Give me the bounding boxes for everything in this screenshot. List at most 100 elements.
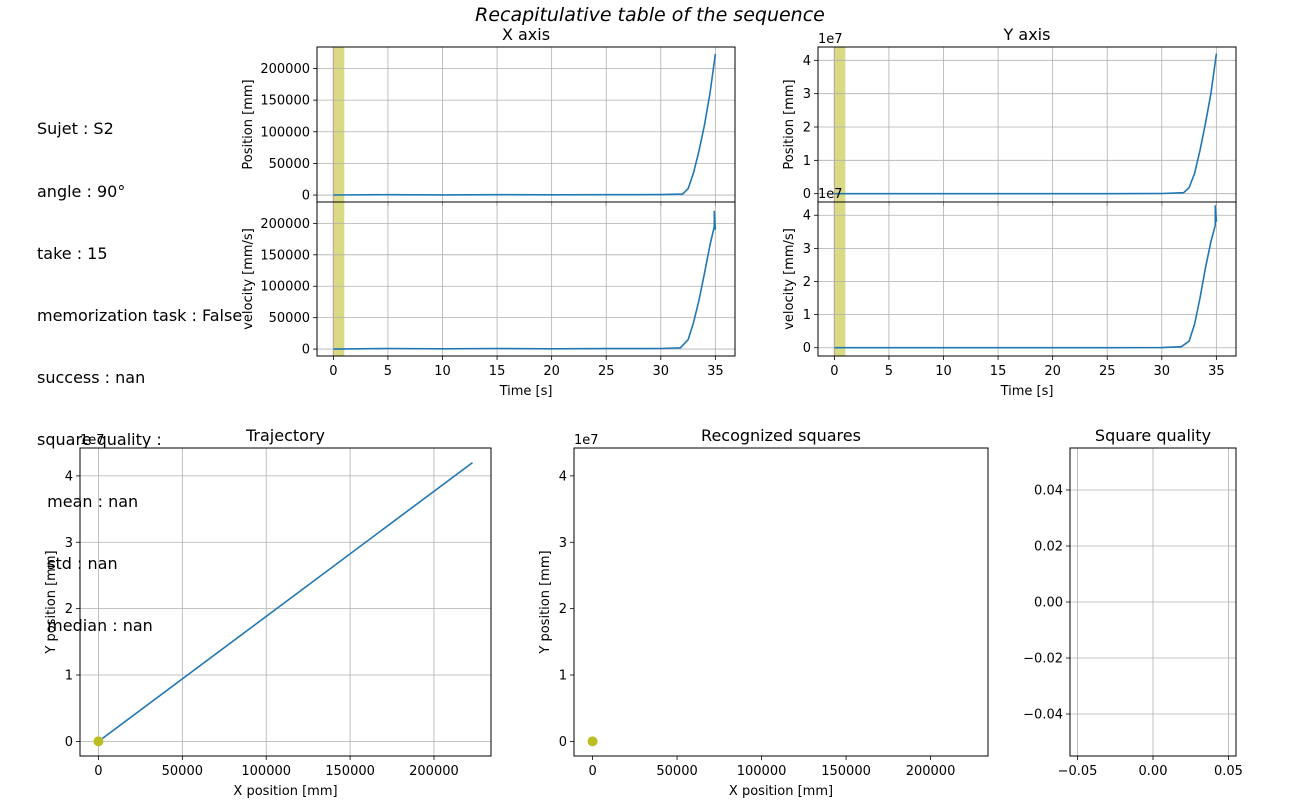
- y-tick-label: 200000: [260, 217, 310, 232]
- x-tick-label: −0.05: [1058, 764, 1098, 779]
- axes-frame: [316, 201, 736, 357]
- x-tick-label: 35: [707, 364, 724, 379]
- x-tick-label: 200000: [906, 764, 956, 779]
- y-tick-label: 1: [803, 154, 811, 169]
- x-axis-label: X position [mm]: [233, 784, 337, 799]
- x-tick-label: 10: [935, 364, 952, 379]
- x-tick-label: 0: [830, 364, 838, 379]
- x-tick-label: 15: [990, 364, 1007, 379]
- info-line: memorization task : False: [37, 305, 243, 325]
- y-tick-label: 3: [803, 87, 811, 102]
- y-tick-label: 2: [559, 602, 567, 617]
- info-line: median : nan: [37, 616, 153, 636]
- y-tick-label: 1: [559, 669, 567, 684]
- y-tick-label: 50000: [269, 311, 310, 326]
- y-tick-label: 0.02: [1034, 540, 1063, 555]
- x-tick-label: 150000: [325, 764, 375, 779]
- y-axis-label: velocity [mm/s]: [241, 228, 256, 330]
- y-tick-label: 0: [803, 187, 811, 202]
- info-panel: Sujet : S2 angle : 90° take : 15 memoriz…: [37, 78, 242, 678]
- axes-frame: [316, 46, 736, 203]
- y-tick-label: 100000: [260, 280, 310, 295]
- y-axis-label: Position [mm]: [782, 79, 797, 169]
- info-line: angle : 90°: [37, 181, 126, 201]
- info-line: mean : nan: [37, 491, 139, 511]
- y-tick-label: 2: [803, 121, 811, 136]
- x-tick-label: 150000: [821, 764, 871, 779]
- y-axis-label: velocity [mm/s]: [782, 228, 797, 330]
- x-tick-label: 20: [1044, 364, 1061, 379]
- y-tick-label: 0.00: [1034, 596, 1063, 611]
- y-tick-label: 4: [803, 54, 811, 69]
- series-line: [98, 461, 473, 743]
- y-tick-label: 50000: [269, 157, 310, 172]
- x-tick-label: 30: [653, 364, 670, 379]
- y-tick-label: −0.04: [1023, 708, 1063, 723]
- y-tick-label: 150000: [260, 248, 310, 263]
- y-tick-label: 0: [302, 189, 310, 204]
- x-tick-label: 100000: [241, 764, 291, 779]
- x-tick-label: 25: [1099, 364, 1116, 379]
- x-tick-label: 5: [384, 364, 392, 379]
- y-tick-label: 0: [559, 735, 567, 750]
- time-span: [333, 202, 345, 356]
- axes-y-velocity: [814, 201, 1237, 360]
- x-tick-label: 25: [598, 364, 615, 379]
- axes-y-position: [814, 46, 1237, 206]
- series-line: [834, 53, 1218, 195]
- y-axis-label: Position [mm]: [241, 79, 256, 169]
- axes-title: X axis: [502, 25, 550, 44]
- info-line: take : 15: [37, 243, 108, 263]
- axes-frame: [573, 447, 989, 757]
- scale-offset-label: 1e7: [574, 433, 599, 448]
- x-tick-label: 50000: [656, 764, 697, 779]
- series-line: [333, 210, 717, 350]
- x-tick-label: 0: [588, 764, 596, 779]
- x-tick-label: 0.00: [1139, 764, 1168, 779]
- x-tick-label: 200000: [409, 764, 459, 779]
- y-tick-label: 2: [65, 602, 73, 617]
- y-axis-label: Y position [mm]: [538, 550, 553, 654]
- y-tick-label: 150000: [260, 94, 310, 109]
- info-line: Sujet : S2: [37, 119, 114, 139]
- axes-frame: [817, 201, 1237, 357]
- series-line: [333, 53, 717, 196]
- y-tick-label: 0: [803, 341, 811, 356]
- y-tick-label: 4: [803, 209, 811, 224]
- x-tick-label: 30: [1154, 364, 1171, 379]
- y-tick-label: 1: [803, 308, 811, 323]
- x-axis-label: Time [s]: [1000, 384, 1054, 399]
- start-marker: [93, 736, 104, 747]
- axes-frame: [79, 447, 492, 757]
- axes-title: Trajectory: [245, 426, 325, 445]
- x-tick-label: 15: [489, 364, 506, 379]
- y-tick-label: 200000: [260, 62, 310, 77]
- x-tick-label: 10: [434, 364, 451, 379]
- y-tick-label: 1: [65, 669, 73, 684]
- y-tick-label: 4: [559, 469, 567, 484]
- axes-recognized: [570, 447, 989, 760]
- x-tick-label: 0: [329, 364, 337, 379]
- x-tick-label: 0.05: [1214, 764, 1243, 779]
- y-tick-label: 4: [65, 469, 73, 484]
- x-axis-label: X position [mm]: [729, 784, 833, 799]
- axes-frame: [817, 46, 1237, 203]
- y-tick-label: 3: [65, 536, 73, 551]
- y-tick-label: 0: [65, 735, 73, 750]
- y-tick-label: −0.02: [1023, 652, 1063, 667]
- axes-x-velocity: [313, 201, 736, 360]
- axes-quality: [1066, 447, 1237, 760]
- y-tick-label: 100000: [260, 125, 310, 140]
- y-tick-label: 0.04: [1034, 484, 1063, 499]
- scale-offset-label: 1e7: [818, 187, 843, 202]
- info-line: success : nan: [37, 367, 146, 387]
- y-tick-label: 0: [302, 343, 310, 358]
- axes-trajectory: [76, 447, 492, 760]
- scale-offset-label: 1e7: [818, 32, 843, 47]
- x-tick-label: 35: [1208, 364, 1225, 379]
- x-tick-label: 0: [94, 764, 102, 779]
- figure-title: Recapitulative table of the sequence: [475, 4, 825, 26]
- x-tick-label: 5: [885, 364, 893, 379]
